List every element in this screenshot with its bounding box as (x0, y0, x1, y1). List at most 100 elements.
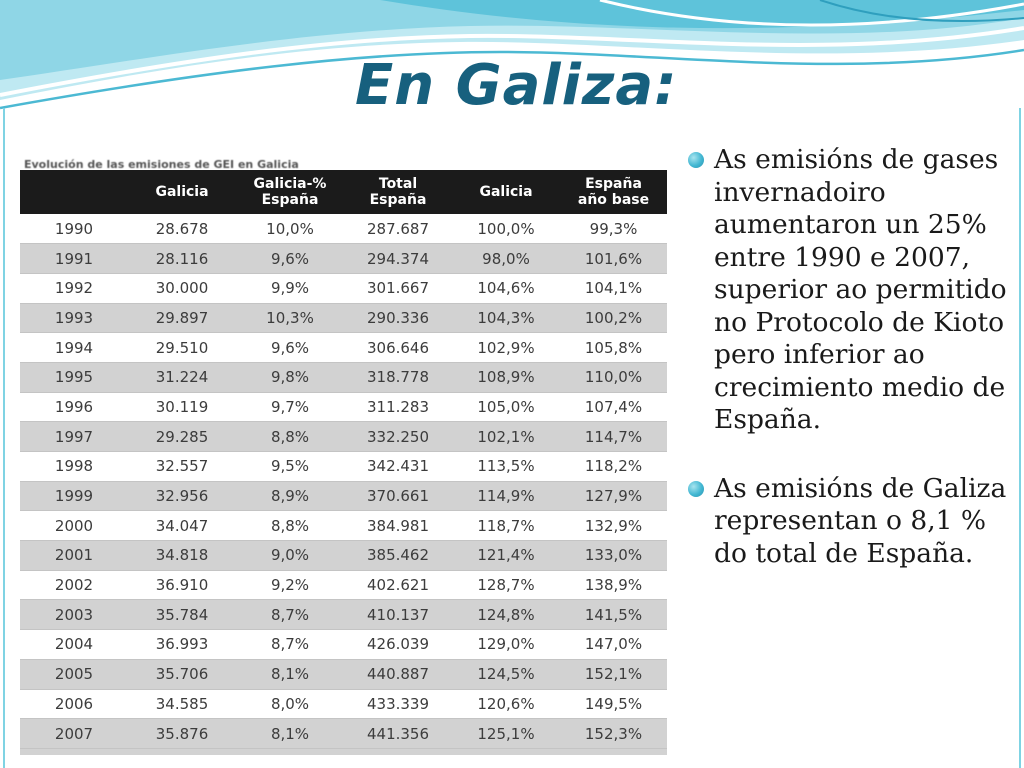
cell-year: 1994 (20, 333, 128, 363)
right-frame-line (1019, 108, 1021, 768)
cell-year: 2002 (20, 570, 128, 600)
cell-total-espana: 306.646 (344, 333, 452, 363)
cell-galicia: 28.678 (128, 214, 236, 244)
cell-espana-index: 141,5% (560, 600, 667, 630)
cell-year: 2003 (20, 600, 128, 630)
table-row: 2000 34.047 8,8% 384.981 118,7% 132,9% (20, 511, 667, 541)
cell-year: 2005 (20, 659, 128, 689)
cell-total-espana: 384.981 (344, 511, 452, 541)
cell-total-espana: 294.374 (344, 244, 452, 274)
cell-galicia-pct: 8,0% (236, 689, 344, 719)
table-row: 1999 32.956 8,9% 370.661 114,9% 127,9% (20, 481, 667, 511)
cell-galicia: 36.993 (128, 630, 236, 660)
header-year (20, 170, 128, 214)
cell-galicia: 35.876 (128, 719, 236, 749)
cell-galicia-pct: 10,0% (236, 214, 344, 244)
cell-year: 1995 (20, 362, 128, 392)
cell-galicia-pct: 8,7% (236, 600, 344, 630)
cell-total-espana: 301.667 (344, 273, 452, 303)
cell-espana-index: 138,9% (560, 570, 667, 600)
cell-year: 1998 (20, 452, 128, 482)
table-row: 1990 28.678 10,0% 287.687 100,0% 99,3% (20, 214, 667, 244)
cell-espana-index: 118,2% (560, 452, 667, 482)
cell-galicia: 35.706 (128, 659, 236, 689)
cell-galicia-pct: 9,2% (236, 570, 344, 600)
cell-total-espana: 332.250 (344, 422, 452, 452)
cell-galicia: 31.224 (128, 362, 236, 392)
bullet-text: As emisións de Galiza representan o 8,1 … (714, 473, 1013, 571)
cell-galicia-index: 100,0% (452, 214, 560, 244)
cell-year: 1999 (20, 481, 128, 511)
cell-espana-index: 104,1% (560, 273, 667, 303)
cell-total-espana: 410.137 (344, 600, 452, 630)
header-espana-ano-base: España año base (560, 170, 667, 214)
bullet-dot-icon (688, 481, 704, 497)
cell-total-espana: 426.039 (344, 630, 452, 660)
cell-espana-index: 152,3% (560, 719, 667, 749)
left-frame-line (3, 108, 5, 768)
cell-espana-index: 110,0% (560, 362, 667, 392)
cell-galicia-pct: 9,8% (236, 362, 344, 392)
bullet-item: As emisións de Galiza representan o 8,1 … (688, 473, 1013, 571)
cell-galicia-index: 120,6% (452, 689, 560, 719)
cell-galicia-index: 125,1% (452, 719, 560, 749)
cell-year: 1997 (20, 422, 128, 452)
cell-galicia-pct: 8,1% (236, 659, 344, 689)
cell-galicia-index: 105,0% (452, 392, 560, 422)
table-row: 1993 29.897 10,3% 290.336 104,3% 100,2% (20, 303, 667, 333)
cell-total-espana: 433.339 (344, 689, 452, 719)
cell-galicia-index: 124,8% (452, 600, 560, 630)
table-row: 1997 29.285 8,8% 332.250 102,1% 114,7% (20, 422, 667, 452)
cell-galicia: 29.510 (128, 333, 236, 363)
cell-year: 2007 (20, 719, 128, 749)
cell-galicia: 34.585 (128, 689, 236, 719)
cell-galicia-pct: 8,1% (236, 719, 344, 749)
cell-galicia: 32.956 (128, 481, 236, 511)
cell-total-espana: 402.621 (344, 570, 452, 600)
cell-galicia: 34.047 (128, 511, 236, 541)
cell-year: 2004 (20, 630, 128, 660)
cell-espana-index: 132,9% (560, 511, 667, 541)
cell-galicia: 32.557 (128, 452, 236, 482)
cell-year: 1996 (20, 392, 128, 422)
cell-galicia-pct: 8,8% (236, 511, 344, 541)
table-row: 1996 30.119 9,7% 311.283 105,0% 107,4% (20, 392, 667, 422)
cell-year: 1990 (20, 214, 128, 244)
cell-year: 1993 (20, 303, 128, 333)
cell-espana-index: 133,0% (560, 541, 667, 571)
table-row: 1998 32.557 9,5% 342.431 113,5% 118,2% (20, 452, 667, 482)
cell-galicia-index: 104,3% (452, 303, 560, 333)
bullet-text: As emisións de gases invernadoiro aument… (714, 144, 1013, 437)
cell-espana-index: 152,1% (560, 659, 667, 689)
table-row: 1991 28.116 9,6% 294.374 98,0% 101,6% (20, 244, 667, 274)
header-galicia: Galicia (128, 170, 236, 214)
cell-galicia: 30.000 (128, 273, 236, 303)
cell-year: 2001 (20, 541, 128, 571)
table-row: 2002 36.910 9,2% 402.621 128,7% 138,9% (20, 570, 667, 600)
table-row: 2005 35.706 8,1% 440.887 124,5% 152,1% (20, 659, 667, 689)
cell-espana-index: 147,0% (560, 630, 667, 660)
cell-galicia-index: 128,7% (452, 570, 560, 600)
cell-galicia-pct: 9,6% (236, 333, 344, 363)
bullet-item: As emisións de gases invernadoiro aument… (688, 144, 1013, 437)
cell-total-espana: 342.431 (344, 452, 452, 482)
table-row: 1992 30.000 9,9% 301.667 104,6% 104,1% (20, 273, 667, 303)
header-galicia-pct-espana: Galicia-% España (236, 170, 344, 214)
table-header-row: Galicia Galicia-% España Total España Gali… (20, 170, 667, 214)
cell-galicia-pct: 8,8% (236, 422, 344, 452)
cell-year: 1991 (20, 244, 128, 274)
cell-galicia: 29.897 (128, 303, 236, 333)
cell-galicia-index: 114,9% (452, 481, 560, 511)
cell-galicia-index: 108,9% (452, 362, 560, 392)
cell-galicia-index: 98,0% (452, 244, 560, 274)
cell-espana-index: 114,7% (560, 422, 667, 452)
emissions-table: Galicia Galicia-% España Total España Gali… (20, 170, 667, 755)
cell-galicia-pct: 10,3% (236, 303, 344, 333)
cell-galicia-index: 121,4% (452, 541, 560, 571)
cell-total-espana: 290.336 (344, 303, 452, 333)
table-row: 2003 35.784 8,7% 410.137 124,8% 141,5% (20, 600, 667, 630)
bullet-dot-icon (688, 152, 704, 168)
table-row: 1995 31.224 9,8% 318.778 108,9% 110,0% (20, 362, 667, 392)
cell-espana-index: 100,2% (560, 303, 667, 333)
